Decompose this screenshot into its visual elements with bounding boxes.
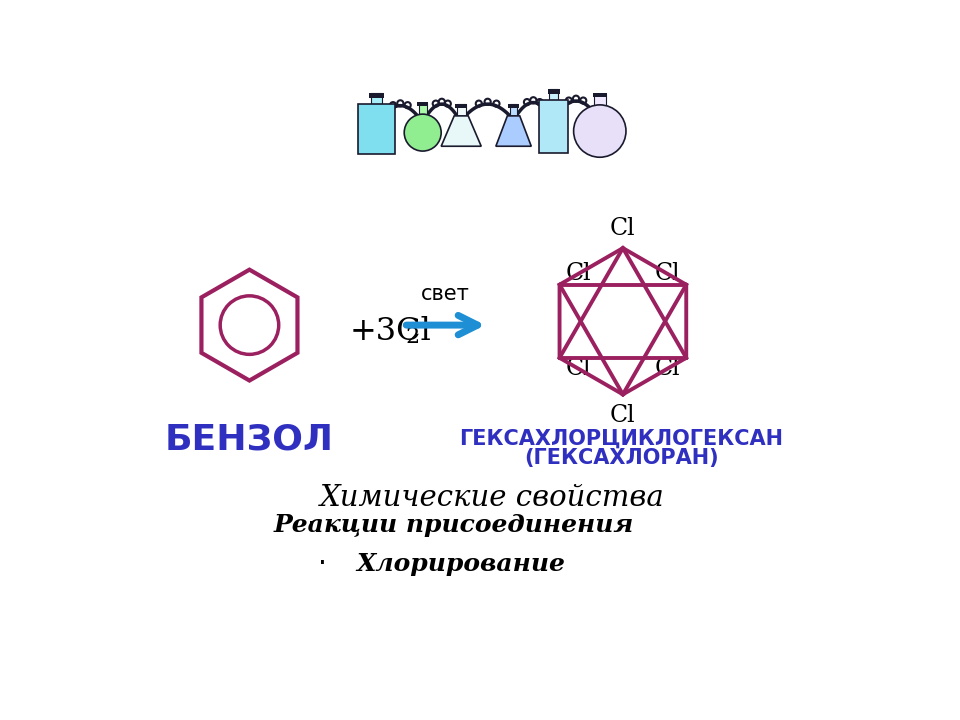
Bar: [549, 89, 558, 100]
Text: свет: свет: [421, 284, 470, 305]
Text: (ГЕКСАХЛОРАН): (ГЕКСАХЛОРАН): [524, 449, 719, 468]
Text: +3Cl: +3Cl: [349, 316, 431, 347]
Bar: [370, 93, 384, 98]
Text: Cl: Cl: [655, 357, 681, 380]
Text: ·: ·: [318, 550, 327, 577]
Text: ·: ·: [306, 511, 316, 539]
Bar: [419, 104, 427, 116]
Text: Cl: Cl: [611, 405, 636, 428]
Text: Реакции присоединения: Реакции присоединения: [274, 513, 634, 537]
Bar: [510, 104, 517, 117]
Bar: [592, 93, 607, 97]
Text: Химические свойства: Химические свойства: [320, 485, 664, 513]
Bar: [547, 89, 560, 94]
Text: Хлорирование: Хлорирование: [357, 552, 565, 576]
Bar: [539, 100, 568, 153]
Text: 2: 2: [405, 326, 420, 348]
Text: БЕНЗОЛ: БЕНЗОЛ: [165, 422, 334, 456]
Text: Cl: Cl: [565, 357, 591, 380]
Bar: [371, 93, 382, 104]
Text: ГЕКСАХЛОРЦИКЛОГЕКСАН: ГЕКСАХЛОРЦИКЛОГЕКСАН: [459, 429, 783, 449]
Bar: [455, 104, 468, 108]
Text: Cl: Cl: [565, 262, 591, 285]
Text: Cl: Cl: [655, 262, 681, 285]
Polygon shape: [496, 116, 531, 146]
Polygon shape: [442, 116, 481, 146]
Bar: [457, 104, 466, 117]
Bar: [417, 102, 428, 107]
Bar: [358, 104, 395, 154]
Circle shape: [404, 114, 442, 151]
Text: Cl: Cl: [611, 217, 636, 240]
Bar: [508, 104, 519, 108]
Circle shape: [574, 105, 626, 157]
Bar: [594, 94, 606, 107]
